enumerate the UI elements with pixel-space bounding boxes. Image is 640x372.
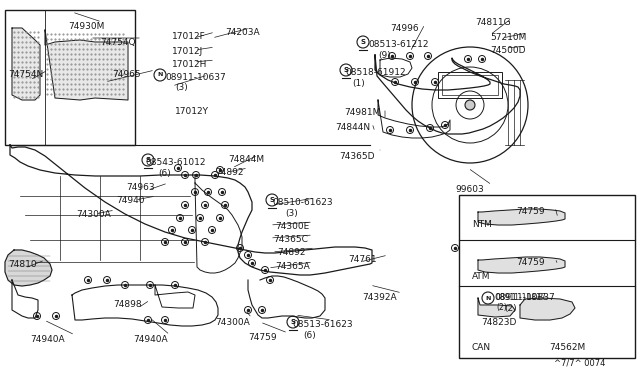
Text: 74996: 74996 — [390, 24, 419, 33]
Text: 57210M: 57210M — [490, 33, 526, 42]
Text: S: S — [360, 39, 365, 45]
Text: (9): (9) — [378, 51, 391, 60]
Polygon shape — [478, 209, 565, 225]
Bar — [442, 75, 498, 95]
Polygon shape — [12, 28, 40, 100]
Text: 74562M: 74562M — [549, 343, 585, 352]
Text: 08513-61623: 08513-61623 — [292, 320, 353, 329]
Polygon shape — [520, 298, 575, 320]
Text: 08911-10837: 08911-10837 — [496, 293, 547, 302]
Text: 74898: 74898 — [113, 300, 141, 309]
Text: 17012F: 17012F — [172, 32, 205, 41]
Text: 74761: 74761 — [348, 255, 376, 264]
Text: S: S — [344, 67, 349, 73]
Text: 74759: 74759 — [248, 333, 276, 342]
Text: CAN: CAN — [472, 343, 491, 352]
Text: 08911-10837: 08911-10837 — [494, 293, 555, 302]
Text: 74930M: 74930M — [68, 22, 104, 31]
Text: 74759: 74759 — [516, 207, 545, 216]
Text: 74365A: 74365A — [275, 262, 310, 271]
Text: 74940A: 74940A — [133, 335, 168, 344]
Bar — [459, 195, 635, 358]
Text: S: S — [269, 197, 275, 203]
Text: 74810: 74810 — [8, 260, 36, 269]
Text: 74754N: 74754N — [8, 70, 44, 79]
Text: 74300E: 74300E — [275, 222, 309, 231]
Text: 99603: 99603 — [455, 185, 484, 194]
Text: 74963: 74963 — [126, 183, 155, 192]
Text: 08513-61212: 08513-61212 — [368, 40, 429, 49]
Text: 74300A: 74300A — [76, 210, 111, 219]
Text: ^7/7^ 0074: ^7/7^ 0074 — [554, 358, 605, 367]
Polygon shape — [45, 30, 128, 100]
Text: 08543-61012: 08543-61012 — [145, 158, 205, 167]
Text: 74940A: 74940A — [30, 335, 65, 344]
Text: N: N — [485, 295, 491, 301]
Text: (6): (6) — [303, 331, 316, 340]
Text: 74940: 74940 — [116, 196, 145, 205]
Polygon shape — [478, 298, 515, 317]
Text: 74965: 74965 — [112, 70, 141, 79]
Text: 74754Q: 74754Q — [100, 38, 136, 47]
Text: 17012Y: 17012Y — [175, 107, 209, 116]
Text: 08510-61623: 08510-61623 — [272, 198, 333, 207]
Text: 17012J: 17012J — [172, 47, 204, 56]
Text: (2): (2) — [504, 304, 516, 313]
Text: (3): (3) — [285, 209, 298, 218]
Text: NTM: NTM — [472, 220, 492, 229]
Text: 74203A: 74203A — [225, 28, 260, 37]
Bar — [438, 72, 502, 98]
Text: N: N — [157, 73, 163, 77]
Text: 74844M: 74844M — [228, 155, 264, 164]
Text: 08518-61912: 08518-61912 — [345, 68, 406, 77]
Text: 08911-10637: 08911-10637 — [165, 73, 226, 82]
Text: 74892: 74892 — [215, 168, 243, 177]
Bar — [5, 10, 135, 145]
Text: ATM: ATM — [472, 272, 490, 281]
Text: S: S — [291, 319, 296, 325]
Text: 74759: 74759 — [516, 258, 545, 267]
Text: 74823D: 74823D — [481, 318, 516, 327]
Circle shape — [465, 100, 475, 110]
Text: 74300A: 74300A — [215, 318, 250, 327]
Text: S: S — [145, 157, 150, 163]
Text: 74892: 74892 — [277, 248, 305, 257]
Text: 74365C: 74365C — [273, 235, 308, 244]
Polygon shape — [478, 257, 565, 273]
Text: 74981M: 74981M — [344, 108, 380, 117]
Text: 74365D: 74365D — [339, 152, 374, 161]
Polygon shape — [5, 250, 52, 286]
Text: 74811G: 74811G — [475, 18, 511, 27]
Text: (2): (2) — [496, 303, 507, 312]
Text: 74500D: 74500D — [490, 46, 525, 55]
Text: 17012H: 17012H — [172, 60, 207, 69]
Text: (6): (6) — [158, 169, 171, 178]
Text: (1): (1) — [352, 79, 365, 88]
Text: 74844N: 74844N — [335, 123, 370, 132]
Text: 74392A: 74392A — [362, 293, 397, 302]
Text: (3): (3) — [175, 83, 188, 92]
